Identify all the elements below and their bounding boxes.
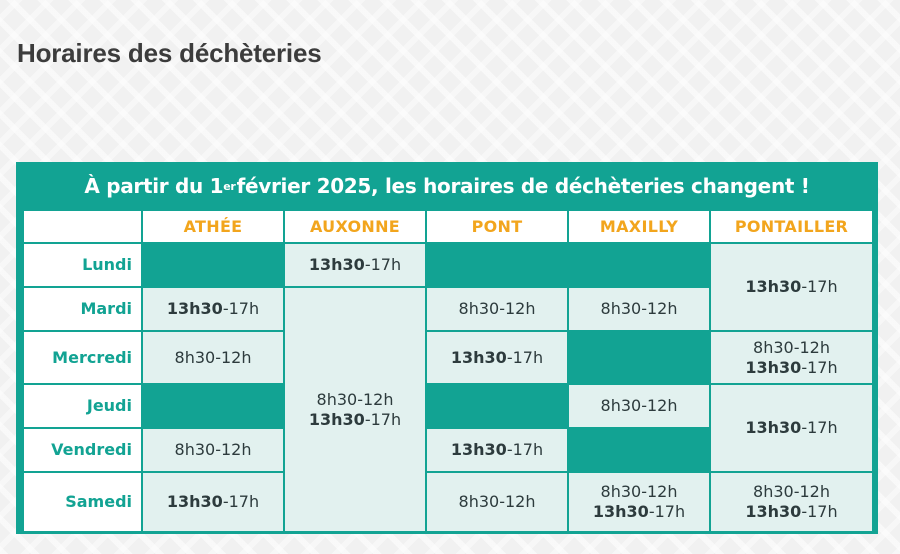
cell-hours: 8h30-12h [427,473,567,531]
row-label-jeudi: Jeudi [24,385,141,427]
table-corner [24,211,141,242]
column-header-pontailler: PONTAILLER [711,211,872,242]
cell-hours: 8h30-12h [143,332,283,383]
row-label-mardi: Mardi [24,288,141,330]
cell-hours: 8h30-12h 13h30-17h [569,473,709,531]
column-header-maxilly: MAXILLY [569,211,709,242]
cell-hours: 13h30-17h [427,429,567,471]
column-header-pont: PONT [427,211,567,242]
cell-hours: 8h30-12h [569,288,709,330]
announcement-banner: À partir du 1 er février 2025, les horair… [16,162,878,210]
column-header-auxonne: AUXONNE [285,211,425,242]
cell-closed [569,429,709,471]
banner-text-end: février 2025, les horaires de déchèterie… [236,174,810,198]
banner-text-start: À partir du 1 [84,174,224,198]
cell-hours-merged: 13h30-17h [711,385,872,471]
cell-closed [569,332,709,383]
cell-hours-merged: 13h30-17h [711,244,872,330]
cell-closed [143,244,283,286]
cell-hours: 8h30-12h [569,385,709,427]
cell-hours: 13h30-17h [143,473,283,531]
cell-hours: 8h30-12h [143,429,283,471]
cell-closed [143,385,283,427]
cell-closed-merged [427,244,709,286]
cell-hours-merged: 8h30-12h 13h30-17h [285,288,425,531]
cell-hours: 13h30-17h [143,288,283,330]
row-label-mercredi: Mercredi [24,332,141,383]
page-title: Horaires des déchèteries [17,38,322,68]
cell-hours: 8h30-12h [427,288,567,330]
column-header-athee: ATHÉE [143,211,283,242]
schedule-table: ATHÉE AUXONNE PONT MAXILLY PONTAILLER Lu… [24,211,872,531]
schedule-panel: À partir du 1 er février 2025, les horair… [16,162,878,534]
row-label-vendredi: Vendredi [24,429,141,471]
cell-hours: 13h30-17h [427,332,567,383]
cell-hours: 13h30-17h [285,244,425,286]
banner-superscript: er [223,179,236,193]
row-label-samedi: Samedi [24,473,141,531]
cell-hours: 8h30-12h 13h30-17h [711,332,872,383]
cell-closed [427,385,567,427]
row-label-lundi: Lundi [24,244,141,286]
cell-hours: 8h30-12h 13h30-17h [711,473,872,531]
